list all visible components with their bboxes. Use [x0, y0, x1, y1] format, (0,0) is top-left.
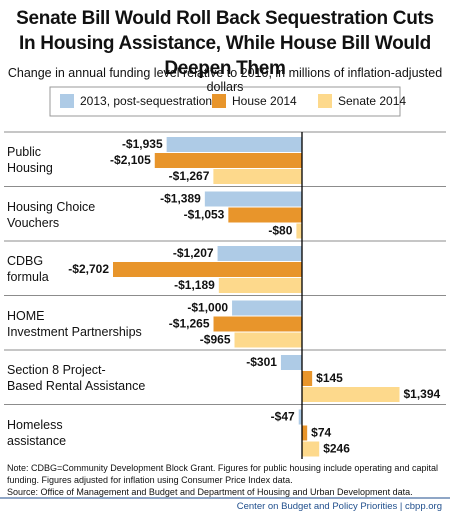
bar [232, 300, 302, 316]
legend-label: House 2014 [232, 94, 297, 108]
footer: Center on Budget and Policy Priorities |… [236, 501, 442, 512]
bar [228, 207, 302, 223]
value-label: -$1,267 [169, 169, 210, 183]
legend-label: Senate 2014 [338, 94, 406, 108]
legend-swatch [212, 94, 226, 108]
bar [296, 223, 302, 239]
value-label: -$2,105 [110, 153, 151, 167]
category-label: Homeless assistance [7, 417, 67, 448]
bar [302, 441, 320, 457]
bar [218, 278, 302, 293]
value-label: -$1,053 [184, 208, 225, 222]
bar [113, 262, 302, 277]
value-label: -$1,189 [174, 278, 215, 292]
value-label: -$1,265 [169, 317, 210, 331]
value-label: -$47 [271, 410, 295, 424]
bar [213, 169, 302, 184]
value-label: -$1,000 [187, 301, 228, 315]
value-label: $246 [323, 442, 350, 456]
bar [298, 409, 302, 425]
bar [204, 191, 302, 207]
note: Source: Office of Management and Budget … [7, 487, 413, 497]
category-label: Section 8 Project- Based Rental Assistan… [7, 363, 146, 393]
category-label: Housing Choice Vouchers [7, 199, 96, 230]
value-label: -$1,389 [160, 192, 201, 206]
bar [166, 137, 302, 152]
bar [302, 371, 313, 386]
value-label: $74 [311, 426, 331, 440]
value-label: $145 [316, 371, 343, 385]
note: Note: CDBG=Community Development Block G… [7, 463, 438, 485]
bar [213, 316, 302, 332]
value-label: -$1,207 [173, 246, 214, 260]
category-label: HOME Investment Partnerships [7, 308, 142, 339]
legend-swatch [318, 94, 332, 108]
category-label: Public Housing [7, 145, 53, 175]
value-label: -$965 [200, 333, 231, 347]
bar [154, 153, 302, 168]
legend-label: 2013, post-sequestration [80, 94, 212, 108]
chart-title: Senate Bill Would Roll Back Sequestratio… [16, 8, 434, 79]
category-label: CDBG formula [7, 254, 49, 284]
value-label: -$2,702 [68, 262, 109, 276]
legend-box [49, 86, 401, 117]
bar [302, 387, 400, 402]
value-label: $1,394 [404, 387, 441, 401]
legend-swatch [60, 94, 74, 108]
bar [234, 332, 302, 348]
value-label: -$1,935 [122, 137, 163, 151]
bar [280, 355, 302, 370]
bar [217, 246, 302, 261]
value-label: -$301 [246, 355, 277, 369]
chart-subtitle: Change in annual funding level relative … [7, 66, 443, 94]
bar [302, 425, 308, 441]
value-label: -$80 [268, 224, 292, 238]
